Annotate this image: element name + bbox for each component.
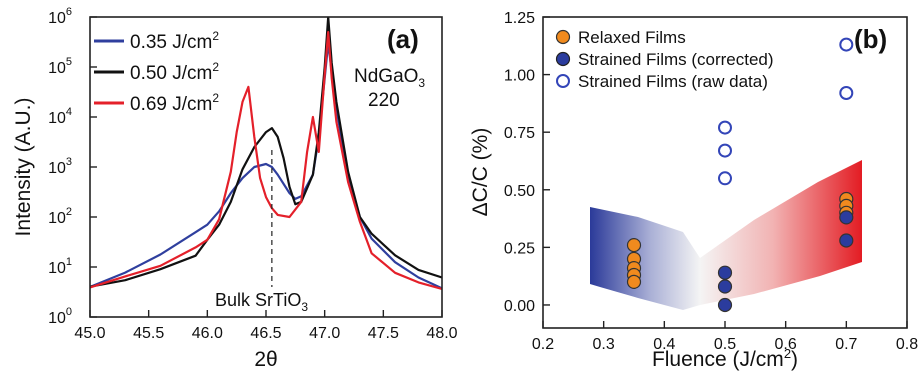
y-tick-label: 102: [48, 206, 72, 227]
panel-b: 0.2 0.3 0.4 0.5 0.6 0.7 0.8 0.00 0.25 0.50 0.75 1.…: [469, 10, 918, 371]
x-tick-label: 0.6: [775, 336, 797, 353]
series-line-2: [90, 31, 442, 291]
panel-a-x-ticks: 45.0 45.5 46.0 46.5 47.0 47.5 48.0: [74, 310, 458, 342]
y-tick-exponent: 5: [66, 56, 72, 68]
panel-b-series: [626, 37, 854, 313]
y-tick-label: 0.25: [504, 240, 535, 257]
substrate-reflection: 220: [368, 90, 400, 111]
y-tick-label: 1.00: [504, 68, 535, 85]
panel-b-x-ticks: 0.2 0.3 0.4 0.5 0.6 0.7 0.8: [532, 321, 918, 353]
x-tick-label: 0.8: [896, 336, 918, 353]
data-point-strained-films-raw-data: [718, 120, 732, 135]
relaxed-trend-ribbon-right: [700, 160, 862, 305]
y-tick-exponent: 3: [66, 156, 72, 168]
y-tick-label: 101: [48, 256, 72, 277]
x-tick-label: 46.0: [192, 325, 223, 342]
y-tick-label: 1.25: [504, 10, 535, 27]
data-point-strained-films-corrected: [717, 265, 733, 280]
data-point-strained-films-corrected: [717, 297, 733, 313]
y-tick-label: 100: [48, 306, 72, 327]
legend-label-strained-raw: Strained Films (raw data): [578, 72, 768, 91]
panel-a-legend: 0.35 J/cm2 0.50 J/cm2 0.69 J/cm2: [94, 29, 219, 115]
relaxed-trend-ribbon-left: [590, 207, 700, 310]
y-tick-label: 0.00: [504, 298, 535, 315]
legend-label-0-69: 0.69 J/cm2: [130, 91, 219, 115]
data-point-strained-films-raw-data: [839, 86, 854, 100]
y-tick-label: 103: [48, 156, 72, 177]
x-tick-label: 48.0: [426, 325, 457, 342]
y-tick-exponent: 6: [66, 6, 72, 18]
substrate-label: NdGaO3: [354, 66, 425, 90]
panel-b-x-axis-label: Fluence (J/cm2): [652, 346, 798, 371]
x-tick-label: 45.5: [133, 325, 164, 342]
panel-a-series: [90, 17, 442, 291]
legend-label-relaxed: Relaxed Films: [578, 28, 686, 47]
x-tick-label: 0.7: [835, 336, 857, 353]
legend-marker-strained-corrected: [555, 51, 571, 67]
x-tick-label: 47.5: [368, 325, 399, 342]
y-tick-exponent: 1: [66, 256, 72, 268]
y-tick-label: 0.75: [504, 125, 535, 142]
x-tick-label: 45.0: [74, 325, 105, 342]
data-point-strained-films-raw-data: [718, 171, 732, 186]
x-tick-label: 0.3: [593, 336, 615, 353]
y-tick-exponent: 2: [66, 206, 72, 218]
panel-a-label: (a): [387, 24, 419, 54]
legend-marker-relaxed: [555, 29, 571, 45]
legend-label-0-35: 0.35 J/cm2: [130, 29, 219, 53]
legend-label-strained-corrected: Strained Films (corrected): [578, 50, 774, 69]
data-point-relaxed-films: [626, 274, 642, 289]
panel-a-y-axis-label: Intensity (A.U.): [12, 98, 35, 237]
panel-b-label: (b): [854, 24, 887, 54]
x-tick-label: 46.5: [250, 325, 281, 342]
x-tick-label: 0.4: [653, 336, 675, 353]
y-tick-label: 0.50: [504, 183, 535, 200]
panel-a-x-axis-label: 2θ: [254, 348, 277, 371]
legend-label-0-50: 0.50 J/cm2: [130, 60, 219, 84]
series-line-1: [90, 17, 442, 288]
panel-a: 45.0 45.5 46.0 46.5 47.0 47.5 48.0 10010110210…: [12, 6, 458, 371]
legend-marker-strained-raw: [556, 74, 570, 88]
y-tick-label: 106: [48, 6, 72, 27]
panel-b-legend: Relaxed Films Strained Films (corrected)…: [555, 28, 774, 91]
panel-b-y-axis-label: ΔC/C (%): [469, 128, 492, 217]
x-tick-label: 47.0: [309, 325, 340, 342]
data-point-strained-films-corrected: [839, 233, 854, 248]
panel-b-y-ticks: 0.00 0.25 0.50 0.75 1.00 1.25: [504, 10, 550, 315]
y-tick-exponent: 4: [66, 106, 72, 118]
y-tick-label: 104: [48, 106, 72, 127]
data-point-relaxed-films: [626, 238, 642, 253]
y-tick-exponent: 0: [66, 306, 72, 318]
data-point-strained-films-corrected: [839, 210, 854, 225]
data-point-strained-films-corrected: [717, 279, 733, 294]
x-tick-label: 0.5: [714, 336, 736, 353]
y-tick-label: 105: [48, 56, 72, 77]
data-point-strained-films-raw-data: [718, 143, 732, 158]
data-point-strained-films-raw-data: [839, 37, 854, 52]
bulk-srtio3-label: Bulk SrTiO3: [215, 290, 308, 314]
x-tick-label: 0.2: [532, 336, 554, 353]
